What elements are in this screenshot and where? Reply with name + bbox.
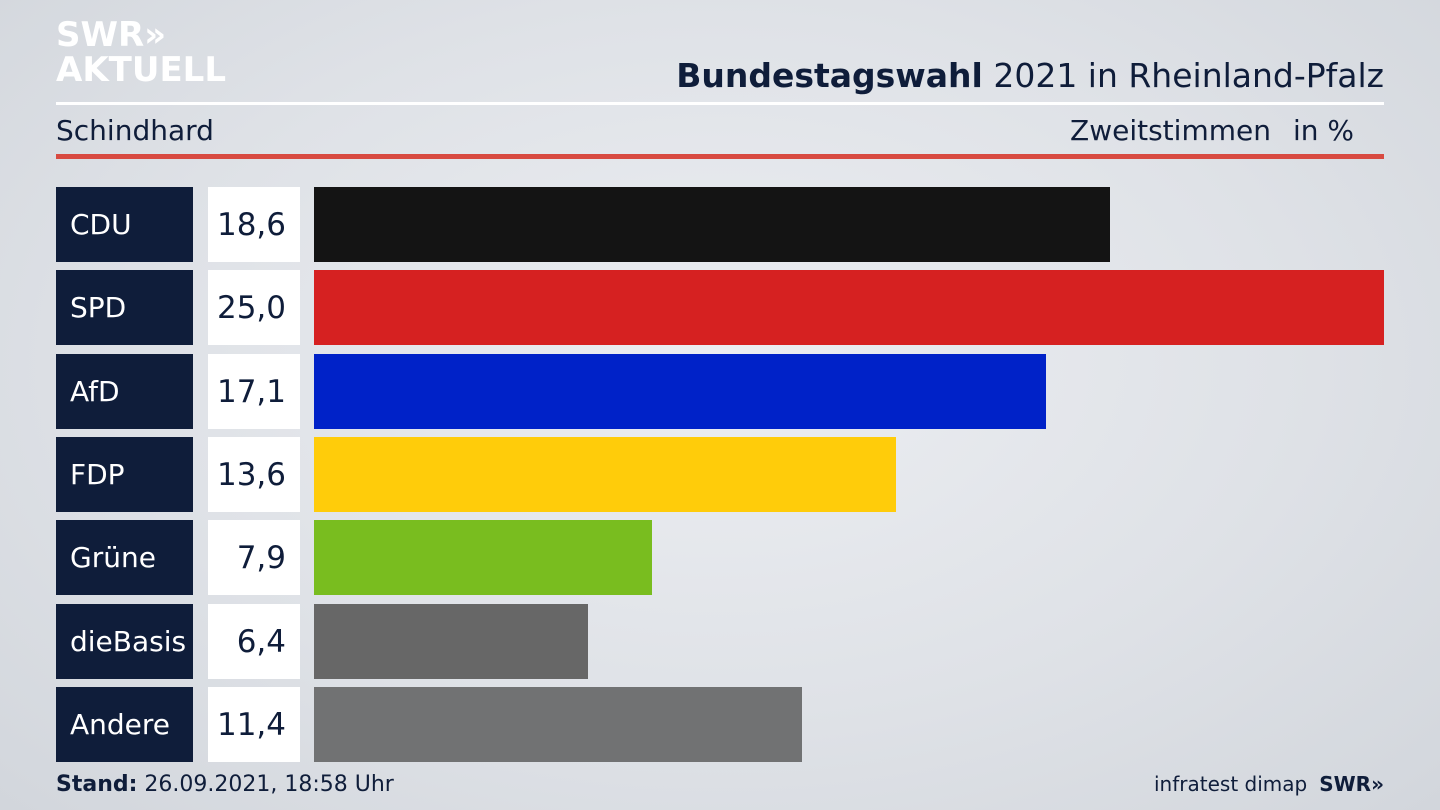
unit-label: in % bbox=[1292, 114, 1354, 147]
party-label: Grüne bbox=[56, 520, 193, 595]
bar-row: SPD 25,0 bbox=[0, 270, 1440, 345]
value-label: 17,1 bbox=[208, 354, 300, 429]
party-label: FDP bbox=[56, 437, 193, 512]
stand-value: 26.09.2021, 18:58 Uhr bbox=[137, 772, 394, 797]
bar-row: AfD 17,1 bbox=[0, 354, 1440, 429]
value-label: 18,6 bbox=[208, 187, 300, 262]
logo-line-2: AKTUELL bbox=[56, 50, 227, 90]
bar bbox=[314, 687, 802, 762]
party-label: CDU bbox=[56, 187, 193, 262]
bar-row: Grüne 7,9 bbox=[0, 520, 1440, 595]
party-label: Andere bbox=[56, 687, 193, 762]
party-label: SPD bbox=[56, 270, 193, 345]
source-credit: infratest dimap SWR» bbox=[1154, 772, 1384, 796]
bar-row: Andere 11,4 bbox=[0, 687, 1440, 762]
stand-label: Stand: bbox=[56, 772, 138, 797]
bar bbox=[314, 187, 1110, 262]
bar bbox=[314, 604, 588, 679]
title-bold: Bundestagswahl bbox=[676, 56, 983, 95]
swr-aktuell-logo: SWR» AKTUELL bbox=[56, 18, 226, 87]
swr-brand-logo: SWR» bbox=[1319, 772, 1384, 796]
value-label: 6,4 bbox=[208, 604, 300, 679]
accent-divider bbox=[56, 154, 1384, 159]
location-label: Schindhard bbox=[56, 114, 214, 147]
value-label: 13,6 bbox=[208, 437, 300, 512]
header-divider bbox=[56, 102, 1384, 105]
value-label: 11,4 bbox=[208, 687, 300, 762]
logo-line-1: SWR» bbox=[56, 15, 167, 55]
timestamp: Stand: 26.09.2021, 18:58 Uhr bbox=[56, 772, 394, 797]
bar-row: FDP 13,6 bbox=[0, 437, 1440, 512]
value-label: 25,0 bbox=[208, 270, 300, 345]
measure-unit: Zweitstimmen in % bbox=[1070, 114, 1354, 147]
bar bbox=[314, 270, 1384, 345]
party-label: dieBasis bbox=[56, 604, 193, 679]
chart-title: Bundestagswahl 2021 in Rheinland-Pfalz bbox=[676, 56, 1384, 95]
bar-row: CDU 18,6 bbox=[0, 187, 1440, 262]
bar bbox=[314, 437, 896, 512]
value-label: 7,9 bbox=[208, 520, 300, 595]
party-label: AfD bbox=[56, 354, 193, 429]
bar bbox=[314, 354, 1046, 429]
measure-label: Zweitstimmen bbox=[1070, 114, 1271, 147]
title-rest: 2021 in Rheinland-Pfalz bbox=[982, 56, 1384, 95]
source-label: infratest dimap bbox=[1154, 772, 1308, 796]
bar bbox=[314, 520, 652, 595]
bar-row: dieBasis 6,4 bbox=[0, 604, 1440, 679]
